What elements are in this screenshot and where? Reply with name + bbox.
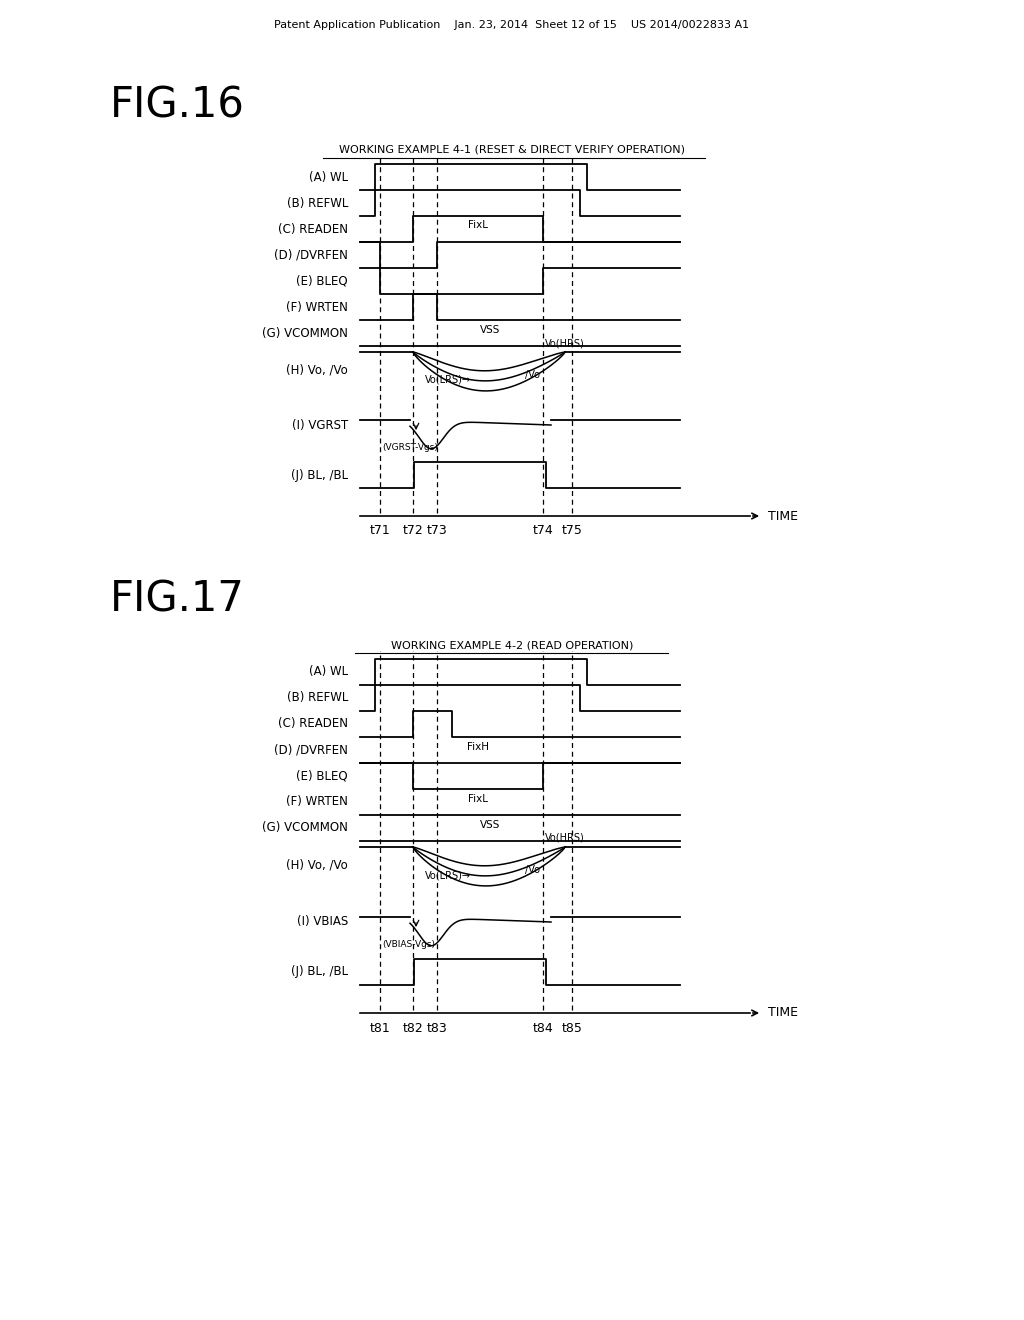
- Text: (I) VGRST: (I) VGRST: [292, 418, 348, 432]
- Text: (G) VCOMMON: (G) VCOMMON: [262, 821, 348, 834]
- Text: TIME: TIME: [768, 1006, 798, 1019]
- Text: (VGRST-Vgs): (VGRST-Vgs): [382, 444, 438, 451]
- Text: (J) BL, /BL: (J) BL, /BL: [291, 965, 348, 978]
- Text: (F) WRTEN: (F) WRTEN: [286, 796, 348, 808]
- Text: (D) /DVRFEN: (D) /DVRFEN: [274, 743, 348, 756]
- Text: (A) WL: (A) WL: [309, 170, 348, 183]
- Text: (B) REFWL: (B) REFWL: [287, 197, 348, 210]
- Text: FIG.16: FIG.16: [110, 84, 245, 125]
- Text: WORKING EXAMPLE 4-1 (RESET & DIRECT VERIFY OPERATION): WORKING EXAMPLE 4-1 (RESET & DIRECT VERI…: [339, 145, 685, 154]
- Text: (I) VBIAS: (I) VBIAS: [297, 916, 348, 928]
- Text: FixH: FixH: [467, 742, 489, 752]
- Text: FixL: FixL: [468, 220, 488, 230]
- Text: /Vo: /Vo: [525, 865, 540, 875]
- Text: (E) BLEQ: (E) BLEQ: [296, 770, 348, 783]
- Text: (H) Vo, /Vo: (H) Vo, /Vo: [287, 363, 348, 376]
- Text: VSS: VSS: [480, 820, 500, 830]
- Text: t81: t81: [370, 1022, 390, 1035]
- Text: VSS: VSS: [480, 325, 500, 335]
- Text: (VBIAS-Vgs): (VBIAS-Vgs): [382, 940, 435, 949]
- Text: FIG.17: FIG.17: [110, 579, 245, 620]
- Text: t73: t73: [427, 524, 447, 537]
- Text: t71: t71: [370, 524, 390, 537]
- Text: WORKING EXAMPLE 4-2 (READ OPERATION): WORKING EXAMPLE 4-2 (READ OPERATION): [391, 640, 633, 649]
- Text: t75: t75: [561, 524, 583, 537]
- Text: (C) READEN: (C) READEN: [278, 718, 348, 730]
- Text: (J) BL, /BL: (J) BL, /BL: [291, 469, 348, 482]
- Text: t72: t72: [402, 524, 423, 537]
- Text: t85: t85: [561, 1022, 583, 1035]
- Text: FixL: FixL: [468, 795, 488, 804]
- Text: t83: t83: [427, 1022, 447, 1035]
- Text: Vo(HRS): Vo(HRS): [545, 833, 585, 843]
- Text: t84: t84: [532, 1022, 553, 1035]
- Text: Vo(HRS): Vo(HRS): [545, 338, 585, 348]
- Text: Patent Application Publication    Jan. 23, 2014  Sheet 12 of 15    US 2014/00228: Patent Application Publication Jan. 23, …: [274, 20, 750, 30]
- Text: (F) WRTEN: (F) WRTEN: [286, 301, 348, 314]
- Text: t74: t74: [532, 524, 553, 537]
- Text: (G) VCOMMON: (G) VCOMMON: [262, 326, 348, 339]
- Text: (H) Vo, /Vo: (H) Vo, /Vo: [287, 858, 348, 871]
- Text: /Vo: /Vo: [525, 370, 540, 380]
- Text: Vo(LRS)→: Vo(LRS)→: [425, 375, 471, 385]
- Text: t82: t82: [402, 1022, 423, 1035]
- Text: (E) BLEQ: (E) BLEQ: [296, 275, 348, 288]
- Text: (D) /DVRFEN: (D) /DVRFEN: [274, 248, 348, 261]
- Text: (B) REFWL: (B) REFWL: [287, 692, 348, 705]
- Text: (C) READEN: (C) READEN: [278, 223, 348, 235]
- Text: TIME: TIME: [768, 510, 798, 523]
- Text: (A) WL: (A) WL: [309, 665, 348, 678]
- Text: Vo(LRS)→: Vo(LRS)→: [425, 870, 471, 880]
